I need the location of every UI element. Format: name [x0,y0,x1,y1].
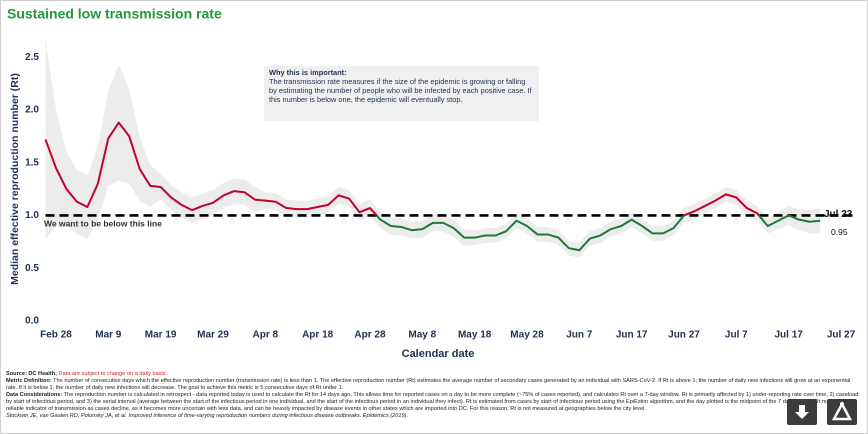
disclaimer: Data are subject to change on a daily ba… [58,371,168,377]
info-text: The transmission rate measures if the si… [269,76,532,104]
x-tick-label: Jul 27 [827,330,856,341]
x-tick-label: Jun 27 [668,330,700,341]
metric-label: Metric Definition: [6,377,52,384]
x-tick-label: Apr 8 [253,330,279,341]
download-button[interactable] [787,399,817,425]
metric-text: The number of consecutive days which the… [6,377,851,391]
x-tick-label: Jul 17 [774,330,803,341]
share-icon [831,401,853,421]
rt-line [44,121,821,252]
x-tick-label: Mar 29 [197,330,229,341]
x-tick-label: Apr 28 [354,330,386,341]
x-axis-label: Calendar date [402,348,475,360]
chart-title: Sustained low transmission rate [7,6,222,22]
x-tick-label: Mar 9 [95,330,122,341]
x-tick-label: Jun 17 [616,330,648,341]
y-axis-label: Median effective reproduction number (Rt… [9,73,21,285]
data-considerations: Data Considerations: The reproduction nu… [6,392,862,413]
source-line: Source: DC Health; Data are subject to c… [6,371,862,378]
download-icon [795,405,809,419]
chart: Sustained low transmission rate Median e… [7,6,856,360]
last-date-label: Jul 23 [824,209,853,220]
citation: Stockwin JE, van Gaalen RD, Polonsky JA,… [6,412,409,419]
x-tick-label: Mar 19 [145,330,177,341]
x-tick-label: May 28 [510,330,544,341]
share-button[interactable] [827,399,857,425]
last-value-label: 0.95 [831,227,848,237]
y-tick-label: 2.5 [25,52,39,63]
source: DC Health; [28,371,57,377]
x-tick-label: Apr 18 [302,330,334,341]
y-tick-label: 1.0 [25,210,39,221]
y-tick-label: 0.5 [25,263,39,274]
x-tick-label: Jul 7 [725,330,748,341]
y-tick-label: 2.0 [25,105,39,116]
considerations-label: Data Considerations: [6,391,63,398]
info-heading: Why this is important: [269,68,347,77]
metric-definition: Metric Definition: The number of consecu… [6,378,862,392]
threshold-label: We want to be below this line [44,219,162,229]
x-tick-label: Feb 28 [40,330,72,341]
considerations-text: The reproduction number is calculated in… [6,391,859,412]
x-tick-label: Jun 7 [566,330,593,341]
y-tick-label: 0.0 [25,316,39,327]
source-label: Source: [6,371,27,377]
x-tick-label: May 8 [408,330,436,341]
x-tick-label: May 18 [458,330,492,341]
info-box: Why this is important: The transmission … [264,66,539,121]
confidence-band [45,39,821,258]
y-tick-label: 1.5 [25,157,39,168]
footer: Source: DC Health; Data are subject to c… [6,371,862,420]
